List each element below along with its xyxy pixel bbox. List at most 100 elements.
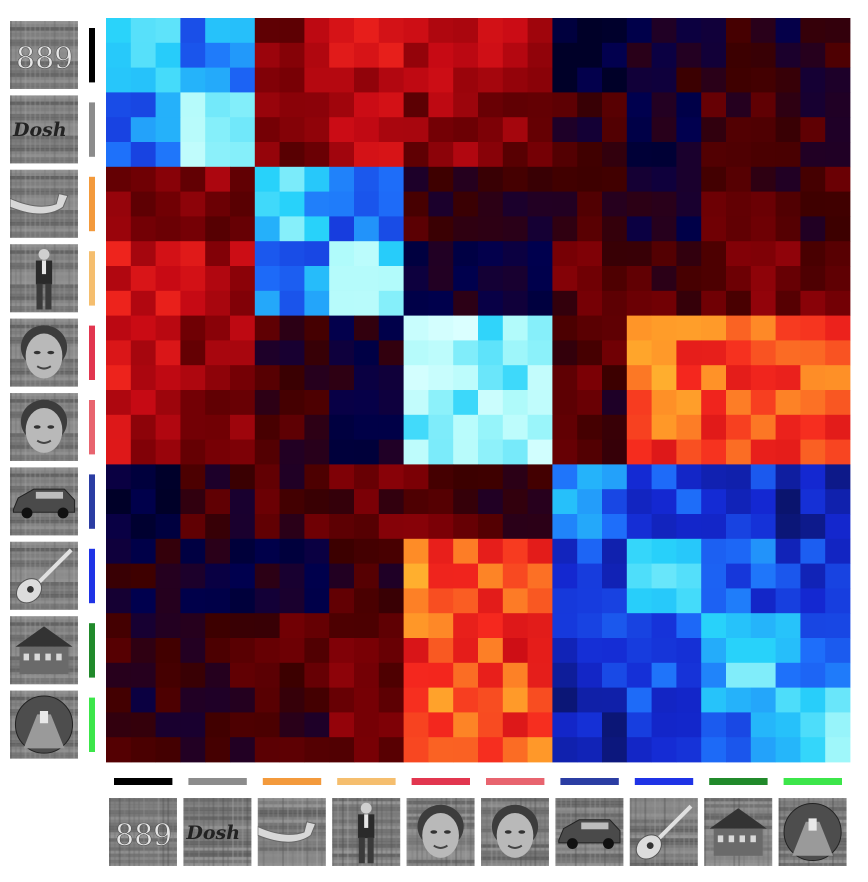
heatmap-cell [180, 42, 206, 68]
heatmap-cell [775, 638, 801, 664]
heatmap-cell [354, 390, 380, 416]
heatmap-cell [726, 514, 752, 540]
heatmap-cell [180, 117, 206, 143]
heatmap-cell [180, 92, 206, 118]
heatmap-cell [750, 514, 776, 540]
heatmap-cell [750, 92, 776, 118]
heatmap-cell [329, 464, 355, 490]
heatmap-cell [602, 638, 628, 664]
heatmap-cell [775, 712, 801, 738]
heatmap-cell [403, 563, 429, 589]
heatmap-cell [155, 538, 181, 564]
heatmap-cell [577, 42, 603, 68]
heatmap-cell [502, 737, 528, 763]
heatmap-cell [130, 365, 156, 391]
heatmap-cell [453, 315, 479, 341]
heatmap-cell [502, 613, 528, 639]
heatmap-cell [552, 42, 578, 68]
heatmap-cell [106, 142, 132, 168]
heatmap-cell [651, 191, 677, 217]
heatmap-cell [329, 266, 355, 292]
heatmap-cell [155, 241, 181, 267]
heatmap-cell [403, 414, 429, 440]
heatmap-cell [502, 662, 528, 688]
heatmap-cell [254, 42, 280, 68]
heatmap-cell [726, 390, 752, 416]
heatmap-cell [701, 563, 727, 589]
heatmap-cells [106, 18, 851, 763]
heatmap-cell [527, 638, 553, 664]
heatmap-cell [750, 638, 776, 664]
heatmap-cell [106, 563, 132, 589]
heatmap-cell [130, 42, 156, 68]
heatmap-cell [106, 42, 132, 68]
heatmap-cell [726, 67, 752, 93]
heatmap-cell [651, 563, 677, 589]
heatmap-cell [775, 390, 801, 416]
heatmap-cell [354, 638, 380, 664]
heatmap-cell [552, 439, 578, 465]
heatmap-cell [701, 662, 727, 688]
heatmap-cell [602, 514, 628, 540]
body-person-thumbnail [10, 244, 78, 313]
heatmap-cell [453, 489, 479, 515]
heatmap-cell [378, 42, 404, 68]
heatmap-cell [180, 489, 206, 515]
heatmap-cell [577, 365, 603, 391]
heatmap-cell [180, 687, 206, 713]
heatmap-cell [130, 390, 156, 416]
heatmap-cell [453, 588, 479, 614]
heatmap-cell [403, 687, 429, 713]
heatmap-cell [701, 613, 727, 639]
heatmap-cell [130, 266, 156, 292]
heatmap-cell [775, 67, 801, 93]
heatmap-cell [676, 166, 702, 192]
heatmap-cell [726, 216, 752, 242]
heatmap-cell [329, 563, 355, 589]
heatmap-cell [155, 439, 181, 465]
heatmap-cell [106, 737, 132, 763]
heatmap-cell [527, 563, 553, 589]
row-color-bar [89, 474, 95, 529]
heatmap-cell [726, 42, 752, 68]
heatmap-cell [279, 191, 305, 217]
heatmap-cell [106, 266, 132, 292]
heatmap-cell [230, 67, 256, 93]
heatmap-cell [577, 737, 603, 763]
heatmap-cell [577, 390, 603, 416]
heatmap-cell [453, 464, 479, 490]
heatmap-cell [676, 489, 702, 515]
scene-house-thumbnail [704, 798, 773, 866]
heatmap-cell [775, 439, 801, 465]
heatmap-cell [130, 638, 156, 664]
heatmap-cell [354, 266, 380, 292]
heatmap-cell [602, 42, 628, 68]
heatmap-cell [180, 737, 206, 763]
heatmap-cell [825, 662, 851, 688]
heatmap-cell [378, 290, 404, 316]
heatmap-cell [478, 414, 504, 440]
heatmap-cell [329, 638, 355, 664]
heatmap-cell [428, 42, 454, 68]
heatmap-cell [552, 117, 578, 143]
heatmap-cell [130, 290, 156, 316]
heatmap-cell [602, 241, 628, 267]
heatmap-cell [130, 142, 156, 168]
heatmap-cell [726, 315, 752, 341]
heatmap-cell [428, 464, 454, 490]
heatmap-cell [800, 340, 826, 366]
heatmap-cell [775, 662, 801, 688]
heatmap-cell [378, 241, 404, 267]
heatmap-cell [651, 613, 677, 639]
heatmap-cell [329, 315, 355, 341]
heatmap-cell [775, 563, 801, 589]
heatmap-cell [775, 142, 801, 168]
heatmap-cell [130, 514, 156, 540]
heatmap-cell [230, 340, 256, 366]
heatmap-cell [106, 216, 132, 242]
heatmap-cell [676, 191, 702, 217]
heatmap-cell [106, 191, 132, 217]
heatmap-cell [577, 439, 603, 465]
heatmap-cell [304, 191, 330, 217]
